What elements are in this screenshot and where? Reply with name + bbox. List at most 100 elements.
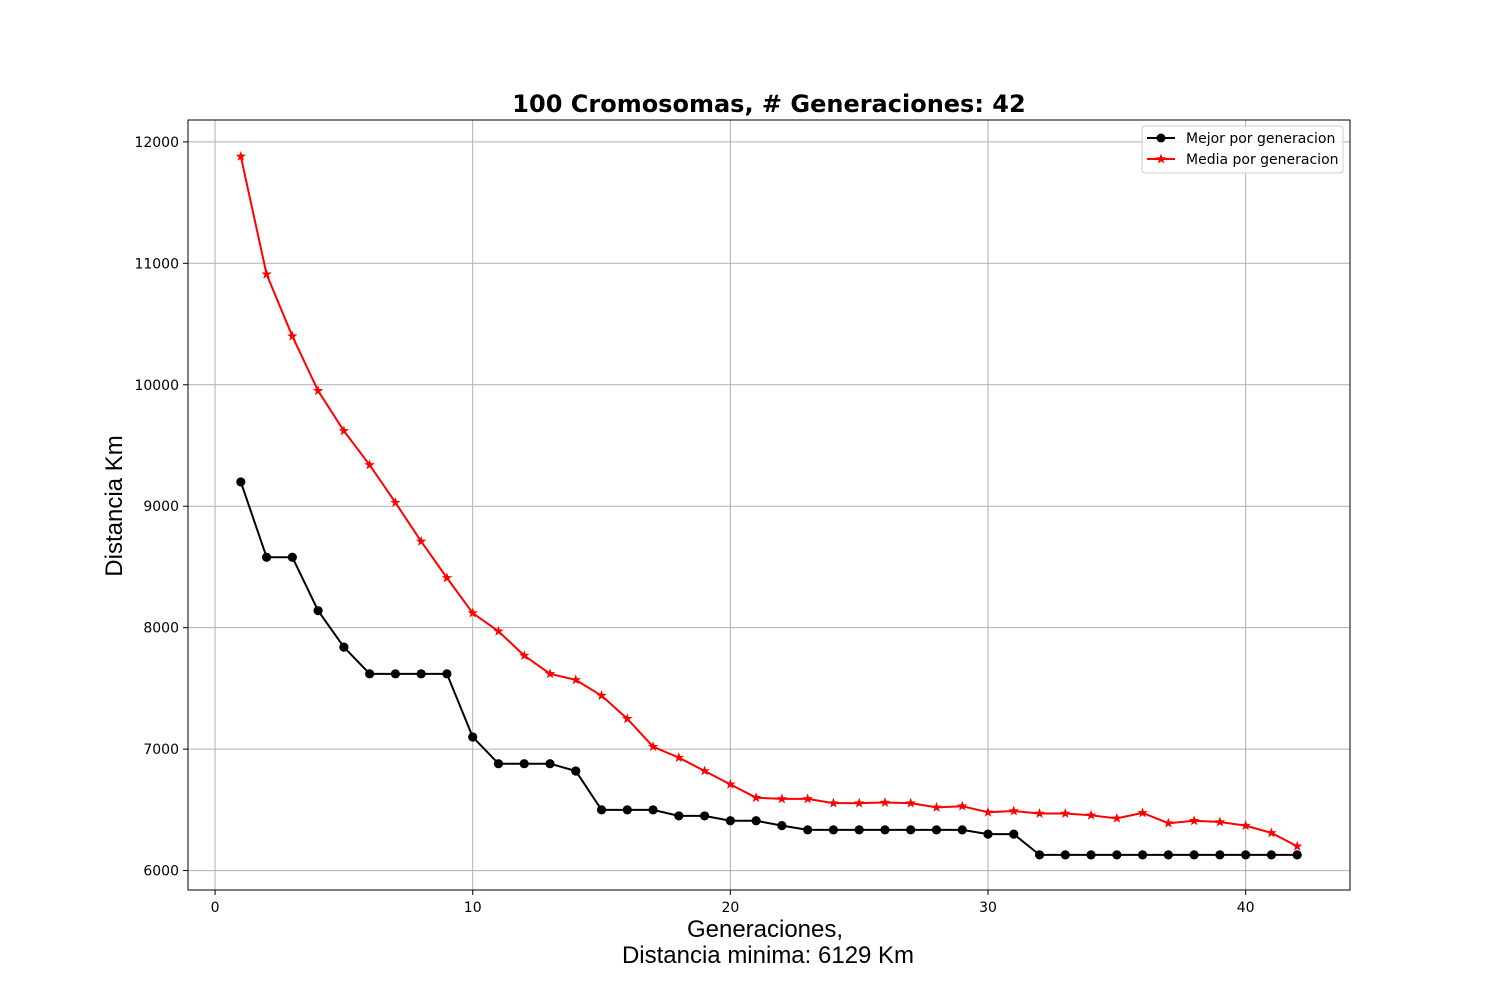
data-point — [1111, 812, 1123, 823]
y-tick-label: 10000 — [134, 378, 179, 394]
data-point — [622, 805, 632, 815]
data-point — [364, 459, 375, 470]
data-point — [1009, 829, 1019, 839]
y-tick-label: 7000 — [143, 742, 179, 758]
y-tick-label: 8000 — [143, 621, 179, 637]
data-point — [751, 816, 761, 826]
data-point — [1214, 816, 1226, 827]
data-point — [236, 477, 246, 487]
data-point — [777, 821, 787, 831]
data-point — [313, 606, 323, 616]
data-point — [545, 759, 555, 769]
data-point — [596, 805, 607, 815]
data-point — [1085, 809, 1097, 820]
data-point — [1034, 807, 1045, 818]
data-point — [544, 668, 556, 679]
data-point — [390, 497, 401, 508]
data-point — [725, 816, 735, 826]
data-point — [828, 825, 839, 835]
x-tick-label: 40 — [1237, 900, 1255, 916]
data-point — [647, 741, 659, 752]
data-point — [1241, 850, 1251, 860]
data-point — [1292, 850, 1302, 860]
data-point — [468, 732, 478, 742]
data-point — [1188, 815, 1200, 826]
data-point — [803, 825, 813, 835]
data-point — [1266, 827, 1277, 838]
x-axis-label-line2: Distancia minima: 6129 Km — [622, 942, 914, 969]
data-point — [957, 825, 967, 835]
data-point — [1137, 807, 1148, 818]
legend-box — [1141, 125, 1344, 174]
data-point — [828, 797, 839, 808]
legend-label-media: Media por generacion — [1186, 152, 1339, 168]
data-point — [931, 825, 942, 835]
data-point — [339, 642, 349, 652]
data-point — [982, 806, 994, 817]
data-point — [519, 759, 529, 769]
data-point — [725, 778, 736, 789]
data-point — [441, 572, 453, 583]
data-point — [1137, 850, 1148, 860]
data-point — [931, 801, 942, 812]
data-point — [390, 669, 401, 679]
data-point — [493, 625, 504, 636]
data-point — [802, 793, 813, 804]
data-point — [519, 650, 530, 661]
data-point — [674, 811, 684, 821]
chart-title: 100 Cromosomas, # Generaciones: 42 — [512, 90, 1025, 118]
data-point — [571, 766, 581, 776]
grid — [188, 120, 1350, 890]
data-point — [365, 669, 375, 679]
data-point — [1215, 850, 1225, 860]
data-point — [1189, 850, 1199, 860]
y-axis-label: Distancia Km — [101, 435, 128, 576]
data-point — [673, 752, 685, 763]
data-point — [1163, 850, 1173, 860]
series-line — [239, 156, 1298, 848]
data-point — [1266, 850, 1277, 860]
data-point — [570, 674, 581, 685]
data-point — [622, 713, 633, 724]
y-tick-label: 12000 — [134, 135, 179, 151]
y-tick-label: 6000 — [143, 864, 179, 880]
data-point — [776, 793, 788, 804]
legend-marker-star — [1155, 153, 1167, 164]
data-point — [287, 552, 297, 562]
data-point — [880, 825, 890, 835]
data-point — [1034, 850, 1045, 860]
axis-ticks: 0 10 20 30 40 6000 7000 8000 9000 10000 11000 12000 — [134, 135, 1254, 916]
data-point — [905, 797, 916, 808]
data-point — [1008, 805, 1019, 816]
x-axis-label-line1: Generaciones, — [687, 916, 843, 943]
data-point — [596, 690, 607, 701]
x-tick-label: 10 — [464, 900, 482, 916]
data-point — [261, 268, 272, 279]
data-point — [854, 825, 864, 835]
data-point — [983, 829, 993, 839]
data-point — [442, 669, 452, 679]
series-layer — [235, 150, 1303, 860]
y-tick-label: 9000 — [143, 499, 179, 515]
data-point — [1086, 850, 1096, 860]
data-point — [1163, 817, 1174, 828]
data-point — [1240, 820, 1251, 831]
data-point — [648, 805, 658, 815]
data-point — [1060, 850, 1070, 860]
data-point — [416, 669, 426, 679]
data-point — [879, 797, 891, 807]
data-point — [750, 792, 762, 803]
legend-label-mejor: Mejor por generacion — [1186, 131, 1335, 147]
data-point — [957, 800, 968, 811]
data-point — [235, 150, 247, 161]
data-point — [415, 535, 427, 546]
data-point — [338, 425, 350, 436]
data-point — [1112, 850, 1122, 860]
data-point — [1060, 807, 1071, 818]
plot-frame — [187, 119, 1351, 891]
data-point — [853, 797, 865, 808]
data-point — [287, 330, 298, 341]
series-media — [235, 150, 1303, 851]
data-point — [699, 811, 710, 821]
